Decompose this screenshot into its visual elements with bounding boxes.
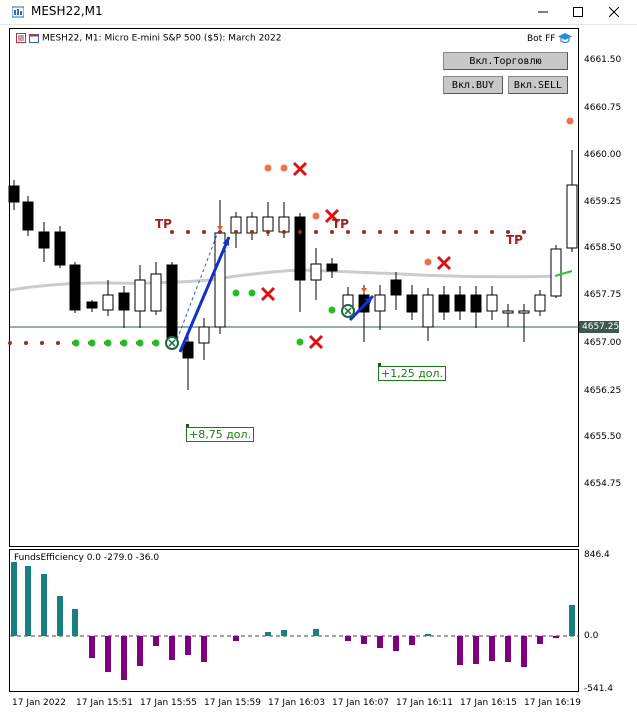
price-axis-label: 4655.50 — [584, 432, 622, 442]
profit-label-1: +8,75 дол. — [186, 427, 255, 442]
time-axis-label: 17 Jan 16:19 — [524, 698, 581, 708]
calendar-icon — [29, 34, 39, 43]
window-title: MESH22,M1 — [31, 4, 103, 18]
chart-window-icon — [12, 6, 24, 18]
close-icon — [609, 7, 619, 17]
time-axis-label: 17 Jan 16:11 — [396, 698, 453, 708]
time-axis-label: 17 Jan 16:03 — [268, 698, 325, 708]
bot-name: Bot FF — [527, 34, 556, 44]
indicator-title: FundsEfficiency 0.0 -279.0 -36.0 — [14, 553, 160, 563]
maximize-button[interactable] — [560, 0, 596, 24]
time-axis-label: 17 Jan 15:55 — [140, 698, 197, 708]
price-axis-label: 4660.00 — [584, 150, 622, 160]
expert-advisor-label: Bot FF — [527, 33, 573, 44]
price-axis-label: 4659.25 — [584, 197, 622, 207]
indicator-subwindow[interactable] — [9, 549, 579, 692]
time-axis-label: 17 Jan 2022 — [12, 698, 66, 708]
window-titlebar: MESH22,M1 — [0, 0, 637, 25]
enable-trading-button[interactable]: Вкл.Торговлю — [443, 52, 568, 70]
indicator-axis-label: 846.4 — [584, 550, 610, 560]
time-axis-label: 17 Jan 15:59 — [204, 698, 261, 708]
time-axis-label: 17 Jan 16:15 — [460, 698, 517, 708]
price-axis-label: 4661.50 — [584, 55, 622, 65]
enable-buy-button[interactable]: Вкл.BUY — [443, 76, 503, 94]
minimize-icon — [538, 11, 548, 13]
maximize-icon — [573, 7, 583, 17]
minimize-button[interactable] — [525, 0, 561, 24]
price-axis-label: 4657.75 — [584, 290, 622, 300]
indicator-axis-label: -541.4 — [584, 684, 614, 694]
chart-header-text: MESH22, M1: Micro E-mini S&P 500 ($5): M… — [42, 33, 282, 44]
trading-icon — [16, 33, 26, 43]
profit-label-2: +1,25 дол. — [378, 366, 447, 381]
graduation-cap-icon — [558, 33, 573, 44]
price-axis-label: 4657.00 — [584, 338, 622, 348]
price-axis-label: 4658.50 — [584, 243, 622, 253]
enable-sell-button[interactable]: Вкл.SELL — [508, 76, 568, 94]
price-axis-label: 4660.75 — [584, 103, 622, 113]
close-button[interactable] — [596, 0, 632, 24]
time-axis-label: 17 Jan 16:07 — [332, 698, 389, 708]
time-axis-label: 17 Jan 15:51 — [76, 698, 133, 708]
price-axis-label: 4656.25 — [584, 386, 622, 396]
price-axis-label: 4654.75 — [584, 479, 622, 489]
current-price-tag: 4657.25 — [579, 321, 619, 333]
indicator-axis-label: 0.0 — [584, 631, 599, 641]
chart-symbol-header: MESH22, M1: Micro E-mini S&P 500 ($5): M… — [16, 33, 281, 44]
price-chart-area[interactable] — [9, 28, 579, 547]
